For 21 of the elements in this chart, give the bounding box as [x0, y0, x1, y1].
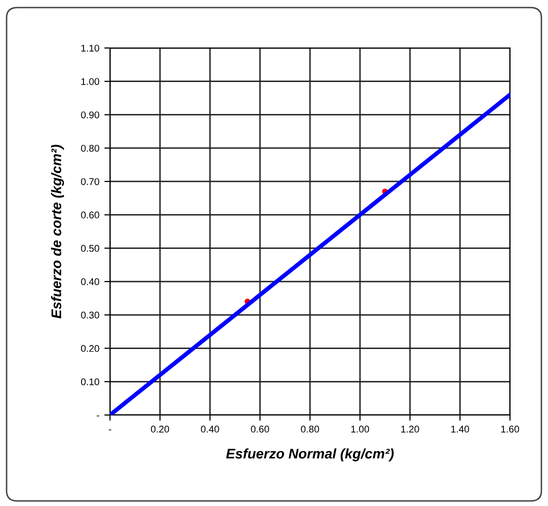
x-tick-label: 1.60: [501, 426, 520, 433]
x-tick-label: 0.60: [250, 426, 270, 433]
x-tick-label: 0.20: [150, 426, 170, 433]
y-tick-label: 1.10: [81, 44, 100, 52]
y-tick-label: 0.70: [81, 178, 100, 186]
y-tick-label: 0.10: [81, 378, 100, 386]
y-tick-label: 1.00: [81, 78, 100, 85]
y-axis-title: Esfuerzo de corte (kg/cm²): [51, 144, 64, 318]
y-tick-label: 0.30: [81, 312, 100, 319]
x-tick-label: 1.20: [401, 426, 420, 433]
x-tick-label: 0.40: [200, 426, 220, 433]
x-tick-label: 1.00: [351, 426, 370, 433]
x-axis-title: Esfuerzo Normal (kg/cm²): [226, 448, 394, 462]
y-tick-label: 0.40: [81, 278, 100, 286]
y-tick-label: 0.90: [81, 111, 100, 118]
y-tick-label: 0.60: [81, 212, 100, 218]
y-tick-label: 0.50: [81, 244, 100, 252]
x-tick-label: 1.40: [451, 426, 470, 433]
y-tick-label: 0.80: [81, 144, 100, 152]
y-tick-label: 0.20: [81, 345, 100, 352]
x-tick-label: 0.80: [300, 426, 320, 433]
